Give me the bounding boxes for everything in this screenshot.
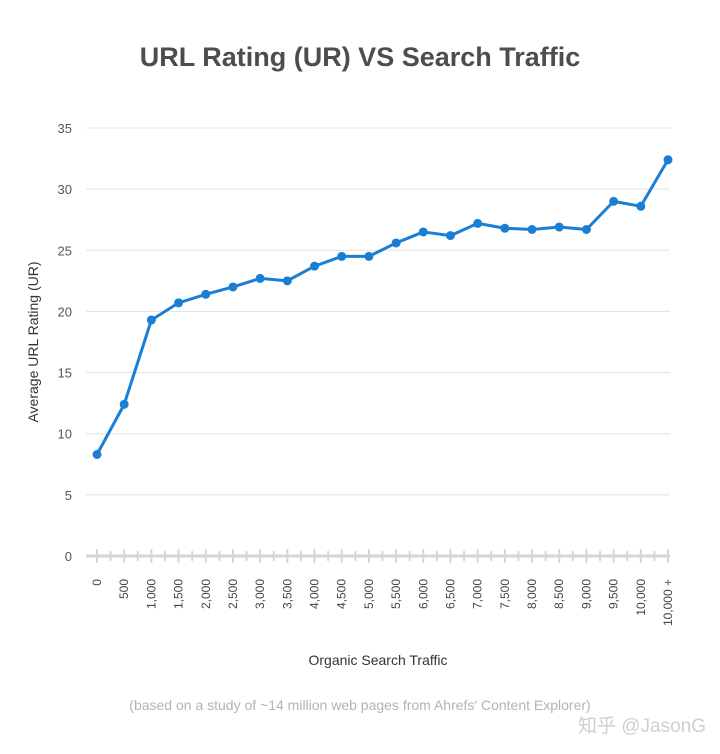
- x-tick-label: 8,000: [525, 579, 539, 609]
- x-tick-label: 6,500: [443, 579, 457, 609]
- data-point: [364, 251, 374, 261]
- x-tick-label: 7,500: [498, 579, 512, 609]
- x-tick-label: 10,000: [634, 579, 648, 616]
- y-tick-label: 0: [65, 549, 72, 564]
- y-axis-label: Average URL Rating (UR): [25, 261, 41, 422]
- chart-title: URL Rating (UR) VS Search Traffic: [139, 42, 581, 72]
- axis-layer: 0 5 10 15 20 25 30 35 0 500 1,000 1,500 2,000 2,500 3,…: [58, 121, 675, 626]
- data-point: [554, 222, 564, 232]
- x-tick-label: 2,500: [226, 579, 240, 609]
- data-point: [663, 155, 673, 165]
- y-tick-label: 15: [58, 366, 72, 381]
- line-chart: 0 5 10 15 20 25 30 35 0 500 1,000 1,500 2,000 2,500 3,…: [25, 121, 675, 668]
- x-tick-label: 6,000: [416, 579, 430, 609]
- data-point: [228, 282, 238, 292]
- series-line: [95, 159, 670, 456]
- data-point: [146, 315, 156, 325]
- series-layer: [92, 155, 673, 460]
- data-point: [445, 231, 455, 241]
- x-tick-label: 4,000: [308, 579, 322, 609]
- x-tick-label: 0: [90, 579, 104, 586]
- y-tick-label: 5: [65, 488, 72, 503]
- x-tick-label: 5,500: [389, 579, 403, 609]
- grid-layer: [86, 127, 670, 496]
- x-tick-label: 2,000: [199, 579, 213, 609]
- x-axis-label: Organic Search Traffic: [308, 652, 447, 668]
- x-tick-label: 9,500: [607, 579, 621, 609]
- data-point: [119, 399, 129, 409]
- data-point: [391, 238, 401, 248]
- x-tick-label: 3,000: [253, 579, 267, 609]
- x-tick-label: 500: [117, 579, 131, 599]
- data-point: [418, 227, 428, 237]
- watermark: 知乎 @JasonG: [577, 716, 706, 737]
- x-tick-label: 7,000: [471, 579, 485, 609]
- data-point: [609, 196, 619, 206]
- data-point: [527, 224, 537, 234]
- data-point: [310, 261, 320, 271]
- x-tick-label: 8,500: [552, 579, 566, 609]
- data-point: [174, 298, 184, 308]
- x-tick-label: 3,500: [280, 579, 294, 609]
- data-point: [473, 218, 483, 228]
- x-tick-label: 10,000 +: [661, 579, 675, 626]
- y-tick-label: 30: [58, 182, 72, 197]
- y-tick-label: 25: [58, 243, 72, 258]
- x-tick-label: 1,000: [144, 579, 158, 609]
- data-point: [255, 273, 265, 283]
- data-point: [92, 450, 102, 460]
- data-point: [337, 251, 347, 261]
- data-point: [201, 289, 211, 299]
- x-tick-label: 4,500: [335, 579, 349, 609]
- x-tick-label: 5,000: [362, 579, 376, 609]
- x-tick-label: 9,000: [579, 579, 593, 609]
- y-tick-label: 10: [58, 427, 72, 442]
- y-tick-label: 35: [58, 121, 72, 136]
- x-tick-label: 1,500: [172, 579, 186, 609]
- data-point: [500, 223, 510, 233]
- data-point: [581, 224, 591, 234]
- data-point: [636, 201, 646, 211]
- footnote: (based on a study of ~14 million web pag…: [129, 697, 591, 713]
- data-point: [282, 276, 292, 286]
- y-tick-label: 20: [58, 304, 72, 319]
